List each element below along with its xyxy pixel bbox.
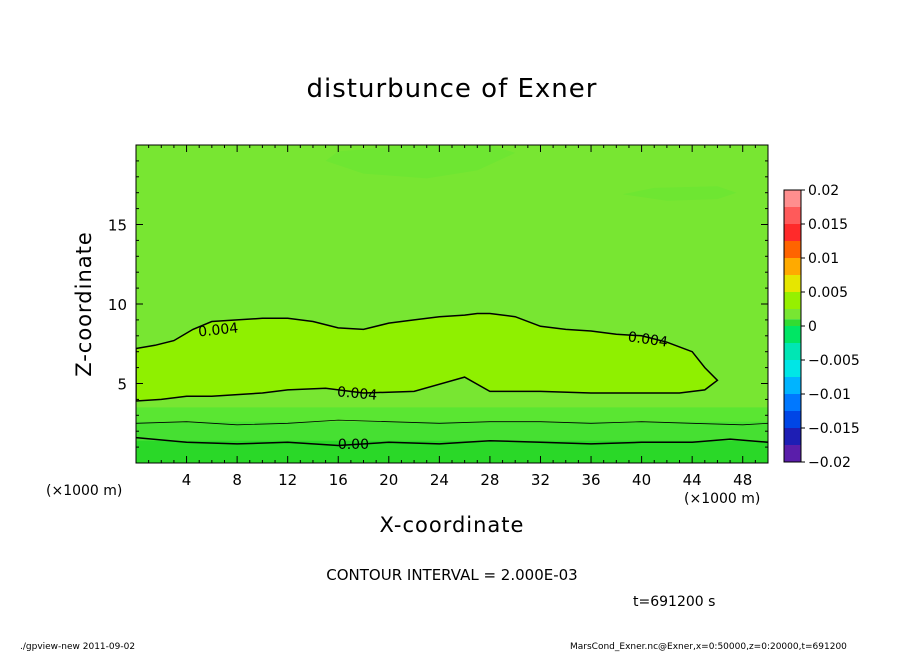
- colorbar-tick-label: −0.005: [808, 353, 860, 369]
- x-tick-label: 4: [182, 471, 192, 489]
- colorbar-swatch: [784, 224, 801, 241]
- x-unit-label-left: (×1000 m): [46, 483, 123, 499]
- x-unit-label-right: (×1000 m): [684, 491, 761, 507]
- contour-label: 0.004: [197, 320, 239, 340]
- contour-label: 0.004: [627, 329, 669, 350]
- colorbar-swatch: [784, 377, 801, 394]
- colorbar-tick-label: 0.02: [808, 183, 839, 199]
- x-tick-label: 12: [278, 471, 297, 489]
- region-upper-patch: [325, 145, 516, 179]
- colorbar-swatch: [784, 258, 801, 275]
- contour-line-2: [136, 419, 768, 426]
- contour-line-1: [136, 436, 768, 447]
- x-tick-label: 24: [430, 471, 449, 489]
- region-positive-core: [136, 313, 718, 401]
- y-tick-label: 5: [117, 376, 127, 394]
- colorbar-tick-label: 0.005: [808, 285, 848, 301]
- x-axis-label: X-coordinate: [379, 513, 525, 537]
- contour-labels: 0.004 0.004 0.004 0.00: [197, 320, 668, 453]
- footer-right: MarsCond_Exner.nc@Exner,x=0:50000,z=0:20…: [570, 642, 847, 652]
- colorbar-swatch: [784, 411, 801, 428]
- x-tick-label: 28: [480, 471, 499, 489]
- x-tick-label: 20: [379, 471, 398, 489]
- contour-label: 0.00: [338, 437, 369, 453]
- colorbar-tick-label: −0.015: [808, 421, 860, 437]
- colorbar-swatch: [784, 319, 801, 326]
- colorbar-swatch: [784, 445, 801, 462]
- colorbar-tick-label: −0.01: [808, 387, 851, 403]
- colorbar-swatch: [784, 292, 801, 309]
- colorbar-swatch: [784, 190, 801, 207]
- contour-interval-note: CONTOUR INTERVAL = 2.000E-03: [326, 566, 578, 584]
- colorbar-swatch: [784, 241, 801, 258]
- contour-lines: [136, 312, 768, 447]
- x-tick-label: 32: [531, 471, 550, 489]
- colorbar-tick-label: 0.015: [808, 217, 848, 233]
- x-tick-label: 8: [232, 471, 242, 489]
- filled-contours: [136, 145, 768, 463]
- colorbar-swatch: [784, 275, 801, 292]
- region-upper-patch-right: [622, 186, 737, 201]
- x-tick-label: 48: [733, 471, 752, 489]
- colorbar-swatch: [784, 326, 801, 343]
- colorbar-tick-label: −0.02: [808, 455, 851, 471]
- y-tick-label: 10: [108, 296, 127, 314]
- colorbar: 0.02 0.015 0.01 0.005 0 −0.005 −0.01 −0.015 −0.0…: [783, 183, 860, 471]
- region-surface-layer: [136, 440, 768, 463]
- x-tick-label: 36: [581, 471, 600, 489]
- contour-label: 0.004: [336, 384, 377, 403]
- colorbar-swatch: [784, 428, 801, 445]
- colorbar-swatch: [784, 360, 801, 377]
- contour-line-0: [136, 312, 719, 402]
- x-tick-label: 44: [683, 471, 702, 489]
- footer-left: ./gpview-new 2011-09-02: [20, 642, 136, 652]
- colorbar-swatch: [784, 394, 801, 411]
- x-tick-label: 16: [329, 471, 348, 489]
- colorbar-tick-label: 0: [808, 319, 817, 335]
- colorbar-tick-label: 0.01: [808, 251, 839, 267]
- colorbar-swatch: [784, 343, 801, 360]
- chart-title: disturbunce of Exner: [306, 74, 598, 104]
- colorbar-swatch: [784, 309, 801, 320]
- colorbar-swatch: [784, 207, 801, 224]
- x-tick-label: 40: [632, 471, 651, 489]
- y-tick-label: 15: [108, 217, 127, 235]
- time-stamp: t=691200 s: [633, 594, 716, 610]
